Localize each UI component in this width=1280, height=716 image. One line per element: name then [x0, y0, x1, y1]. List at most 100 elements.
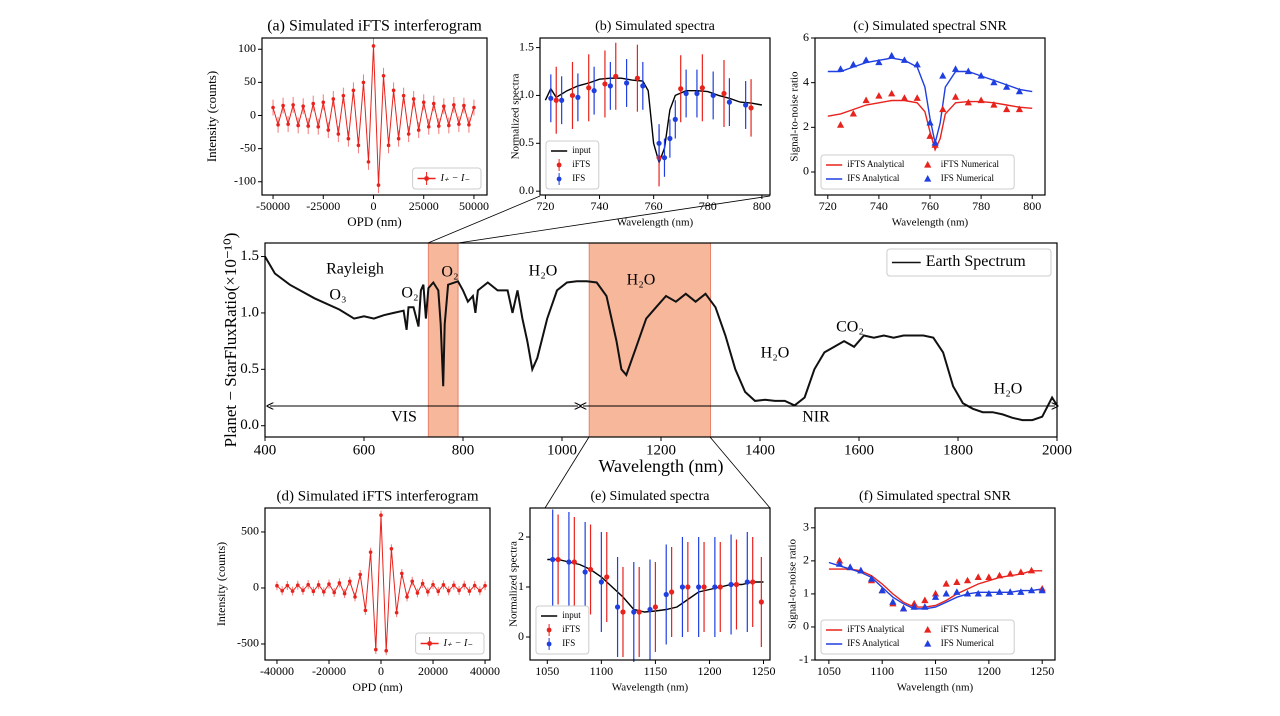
- zoom-connector: [709, 436, 771, 509]
- annotation: H₂O: [994, 381, 1023, 398]
- panel-title: (d) Simulated iFTS interferogram: [276, 488, 478, 504]
- x-tick-label: 1200: [977, 664, 1001, 678]
- data-point: [426, 124, 431, 129]
- annotation: O₂: [441, 264, 458, 281]
- annotation: O₂: [401, 285, 418, 302]
- data-point: [744, 579, 750, 585]
- data-marker: [913, 60, 921, 68]
- y-tick-label: 0: [803, 619, 809, 633]
- data-marker: [875, 92, 883, 99]
- data-point: [452, 103, 456, 107]
- data-point: [604, 574, 610, 580]
- data-marker: [875, 58, 883, 66]
- data-marker: [849, 60, 857, 68]
- data-marker: [926, 132, 934, 139]
- data-point: [696, 584, 702, 590]
- data-point: [586, 85, 592, 91]
- series-line: [828, 568, 1043, 608]
- data-marker: [889, 598, 897, 605]
- data-point: [694, 90, 700, 97]
- data-point: [411, 97, 416, 101]
- data-marker: [1003, 83, 1011, 90]
- data-point: [750, 579, 756, 585]
- plot-frame: [814, 507, 1056, 661]
- y-tick-label: 1.5: [519, 39, 534, 53]
- data-point: [636, 609, 642, 615]
- data-point: [301, 588, 305, 593]
- data-point: [356, 143, 361, 148]
- legend-label: IFS Analytical: [847, 173, 900, 183]
- data-marker: [1027, 566, 1036, 574]
- data-marker: [913, 94, 921, 101]
- x-axis-label: OPD (nm): [347, 214, 402, 229]
- x-tick-label: 720: [536, 199, 554, 213]
- data-point: [347, 579, 352, 584]
- data-point: [467, 589, 472, 593]
- data-point: [436, 589, 441, 594]
- y-axis-label: Signal-to-noise ratio: [787, 538, 799, 629]
- data-point: [591, 88, 597, 94]
- x-tick-label: 1100: [870, 664, 894, 678]
- legend-label: iFTS Analytical: [847, 159, 905, 169]
- data-point: [472, 105, 476, 110]
- data-point: [678, 86, 684, 92]
- x-tick-label: 800: [1023, 199, 1041, 213]
- x-axis-label: Wavelength (nm): [617, 217, 694, 229]
- legend-label: iFTS Analytical: [847, 624, 905, 634]
- data-point: [416, 128, 421, 132]
- data-marker: [974, 589, 982, 597]
- data-marker: [846, 563, 854, 571]
- zoom-connector: [457, 195, 771, 244]
- data-point: [614, 604, 621, 610]
- data-point: [728, 581, 734, 588]
- legend-label: input: [562, 610, 581, 620]
- legend-swatch: [546, 641, 552, 647]
- data-point: [406, 132, 411, 136]
- data-point: [640, 83, 646, 89]
- data-marker: [985, 573, 993, 580]
- data-marker: [942, 589, 950, 597]
- data-point: [569, 92, 576, 99]
- zoom-connector: [544, 436, 590, 509]
- data-point: [321, 100, 326, 105]
- data-marker: [953, 578, 961, 585]
- data-point: [327, 582, 331, 586]
- data-marker: [963, 589, 972, 597]
- legend-swatch: [424, 176, 429, 181]
- data-point: [421, 100, 426, 105]
- data-point: [379, 513, 383, 517]
- annotation: H₂O: [529, 263, 558, 280]
- data-marker: [977, 71, 985, 79]
- data-point: [701, 584, 707, 590]
- data-point: [582, 569, 588, 575]
- data-point: [371, 44, 376, 48]
- x-axis-label: Wavelength (nm): [598, 456, 723, 477]
- legend-swatch: [546, 627, 552, 633]
- data-point: [634, 75, 641, 81]
- data-point: [467, 122, 471, 127]
- data-marker: [1017, 568, 1025, 576]
- x-tick-label: 1050: [535, 664, 559, 678]
- x-tick-label: 780: [699, 199, 717, 213]
- plot-frame: [261, 37, 488, 196]
- y-tick-label: 3: [803, 520, 809, 534]
- y-tick-label: 0: [518, 629, 524, 643]
- panel-title: (f) Simulated spectral SNR: [859, 489, 1012, 504]
- data-marker: [899, 604, 908, 612]
- data-marker: [931, 589, 940, 597]
- data-marker: [990, 100, 998, 108]
- legend-swatch: [556, 162, 562, 168]
- data-point: [483, 583, 487, 588]
- data-marker: [921, 596, 929, 604]
- data-point: [410, 579, 415, 584]
- data-point: [386, 143, 391, 148]
- data-point: [431, 582, 435, 587]
- x-tick-label: -25000: [306, 199, 340, 213]
- data-point: [550, 556, 556, 563]
- data-point: [358, 572, 363, 577]
- panel: 1050 1100 1150 1200 1250 0 1 2 (e) Simulated spe…: [508, 489, 776, 693]
- data-marker: [1006, 588, 1014, 595]
- y-tick-label: 1.0: [240, 304, 259, 320]
- x-tick-label: -20000: [312, 664, 346, 678]
- data-point: [442, 104, 446, 109]
